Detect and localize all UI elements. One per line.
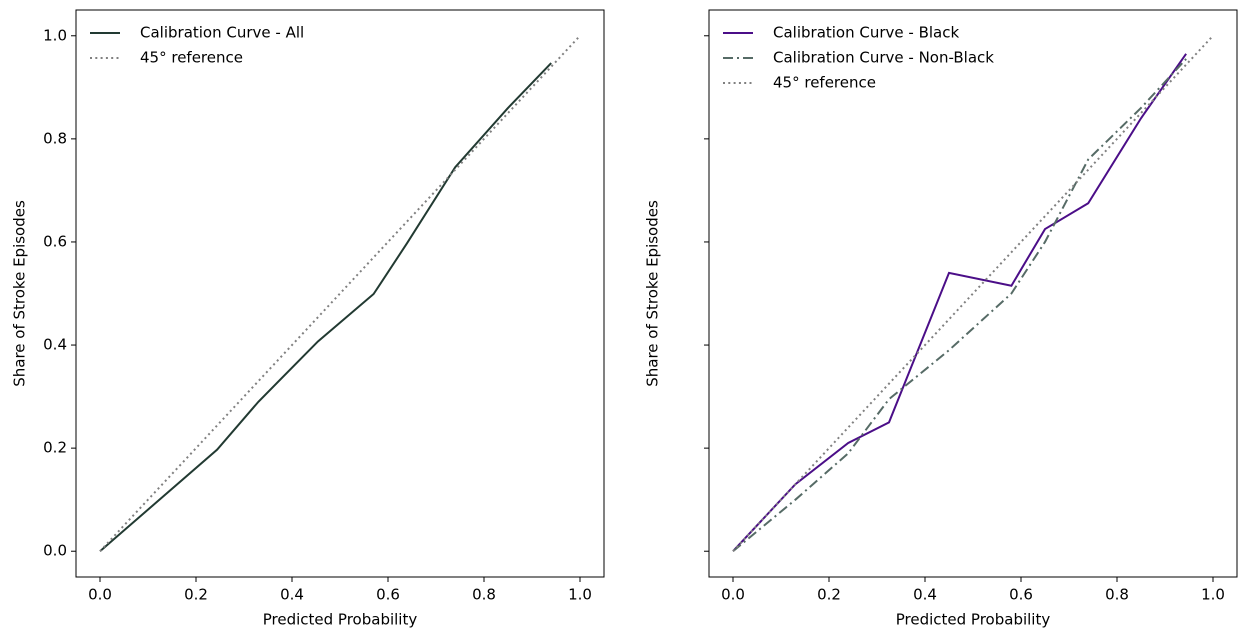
x-tick-label: 0.0 xyxy=(721,586,745,604)
y-axis-label: Share of Stroke Episodes xyxy=(644,200,662,387)
series-line xyxy=(732,35,1214,552)
series-line xyxy=(99,35,581,552)
x-tick-label: 0.6 xyxy=(1009,586,1033,604)
x-tick-label: 0.0 xyxy=(88,586,112,604)
x-tick-label: 1.0 xyxy=(1201,586,1225,604)
legend-label: Calibration Curve - Black xyxy=(773,24,959,42)
x-tick-label: 0.4 xyxy=(280,586,304,604)
legend-label: Calibration Curve - Non-Black xyxy=(773,49,994,67)
y-tick-label: 0.6 xyxy=(43,232,67,250)
x-tick-label: 0.4 xyxy=(913,586,937,604)
legend-label: Calibration Curve - All xyxy=(140,24,304,42)
y-tick-label: 1.0 xyxy=(43,26,67,44)
x-tick-label: 0.2 xyxy=(184,586,208,604)
y-tick-label: 0.8 xyxy=(43,129,67,147)
x-tick-label: 1.0 xyxy=(568,586,592,604)
series-line xyxy=(732,58,1187,552)
x-tick-label: 0.8 xyxy=(472,586,496,604)
plot-frame xyxy=(708,9,1238,578)
legend-label: 45° reference xyxy=(773,74,876,92)
y-axis-label: Share of Stroke Episodes xyxy=(11,200,29,387)
x-tick-label: 0.2 xyxy=(817,586,841,604)
y-tick-label: 0.2 xyxy=(43,439,67,457)
y-tick-label: 0.0 xyxy=(43,542,67,560)
x-tick-label: 0.6 xyxy=(376,586,400,604)
series-line xyxy=(99,62,552,552)
x-tick-label: 0.8 xyxy=(1105,586,1129,604)
x-axis-label: Predicted Probability xyxy=(896,611,1051,629)
y-tick-label: 0.4 xyxy=(43,336,67,354)
legend-label: 45° reference xyxy=(140,49,243,67)
plot-frame xyxy=(75,9,605,578)
series-line xyxy=(732,53,1187,552)
x-axis-label: Predicted Probability xyxy=(263,611,418,629)
